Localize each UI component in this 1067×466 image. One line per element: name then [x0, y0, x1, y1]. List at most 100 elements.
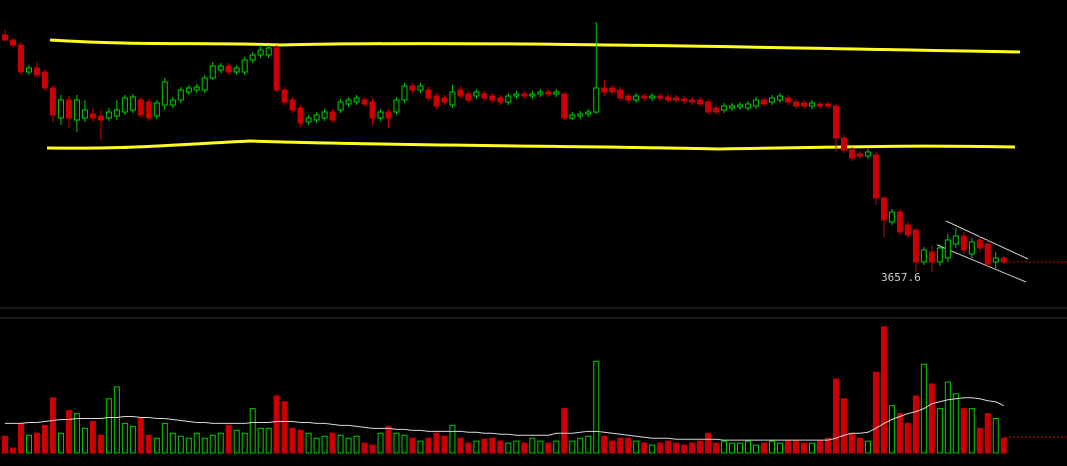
volume-bar [537, 440, 544, 454]
candle-body [721, 105, 728, 111]
candle-body [705, 101, 712, 113]
volume-bar [489, 437, 496, 454]
volume-bar [936, 408, 943, 454]
candle-body [513, 93, 520, 97]
volume-bar [257, 427, 264, 454]
volume-bar [297, 429, 304, 454]
volume-bar [73, 413, 80, 454]
candle-body [25, 67, 32, 73]
volume-bar [473, 440, 480, 454]
candle-body [265, 47, 272, 56]
volume-bar [377, 432, 384, 454]
volume-bar [593, 360, 600, 454]
candle-body [73, 99, 80, 121]
candle-body [529, 93, 536, 97]
candle-body [1000, 257, 1007, 263]
candle-body [433, 95, 440, 107]
candle-body [689, 99, 696, 103]
candle-body [153, 102, 160, 117]
volume-bar [433, 432, 440, 454]
candle-body [593, 87, 600, 113]
candle-body [641, 95, 648, 99]
volume-bar [960, 408, 967, 454]
candle-body [625, 95, 632, 101]
volume-bar [273, 395, 280, 454]
candle-body [129, 96, 136, 111]
candle-body [984, 243, 991, 265]
volume-bar [697, 440, 704, 454]
candle-body [976, 239, 983, 249]
volume-bar [601, 435, 608, 454]
candle-body [832, 105, 839, 139]
volume-bar [89, 420, 96, 454]
candle-body [569, 114, 576, 119]
volume-bar [393, 432, 400, 454]
candle-body [361, 99, 368, 105]
candle-body [729, 105, 736, 109]
volume-bar [265, 427, 272, 454]
channel-line [936, 244, 1027, 283]
candle-body [105, 111, 112, 119]
candle-body [665, 96, 672, 101]
volume-bar [321, 435, 328, 454]
volume-bar [81, 427, 88, 454]
candle-body [601, 87, 608, 93]
candle-body [968, 241, 975, 255]
volume-bar [305, 432, 312, 454]
volume-bar [225, 424, 232, 454]
candle-body [633, 95, 640, 101]
volume-bar [745, 440, 752, 454]
volume-bar [769, 440, 776, 454]
volume-bar [129, 425, 136, 454]
candle-body [840, 137, 847, 151]
volume-bar [65, 410, 72, 454]
volume-bar [497, 440, 504, 454]
volume-bar [713, 442, 720, 454]
volume-bar [577, 437, 584, 454]
volume-bar [649, 444, 656, 454]
volume-bar [217, 432, 224, 454]
volume-bar [513, 440, 520, 454]
volume-bar [417, 440, 424, 454]
candle-body [497, 97, 504, 103]
volume-bar [968, 408, 975, 454]
volume-bar [641, 442, 648, 454]
candle-body [657, 95, 664, 99]
volume-bar [856, 437, 863, 454]
volume-bar [505, 442, 512, 454]
volume-bar [481, 438, 488, 454]
volume-bar [673, 442, 680, 454]
volume-bar [113, 386, 120, 454]
volume-bar [17, 422, 24, 454]
volume-bar [465, 442, 472, 454]
candle-body [89, 113, 96, 119]
volume-bar [281, 401, 288, 454]
volume-bars [2, 326, 1007, 454]
candle-body [9, 39, 16, 46]
volume-bar [329, 432, 336, 454]
candle-body [441, 97, 448, 103]
candle-body [113, 109, 120, 117]
volume-bar [545, 442, 552, 454]
volume-bar [753, 444, 760, 454]
candle-body [457, 89, 464, 97]
candle-body [209, 65, 216, 79]
candle-body [329, 111, 336, 121]
volume-bar [425, 437, 432, 454]
volume-bar [25, 434, 32, 454]
volume-bar [761, 442, 768, 454]
candle-body [297, 107, 304, 124]
candle-body [816, 103, 823, 107]
volume-bar [2, 435, 8, 454]
candle-body [185, 87, 192, 93]
candle-body [745, 103, 752, 109]
candle-body [713, 107, 720, 113]
volume-bar [984, 413, 991, 454]
candle-body [473, 91, 480, 97]
candle-body [249, 54, 256, 61]
candle-body [201, 77, 208, 91]
candle-body [17, 44, 24, 73]
volume-bar [161, 422, 168, 454]
volume-bar [345, 437, 352, 454]
candle-body [912, 229, 919, 263]
